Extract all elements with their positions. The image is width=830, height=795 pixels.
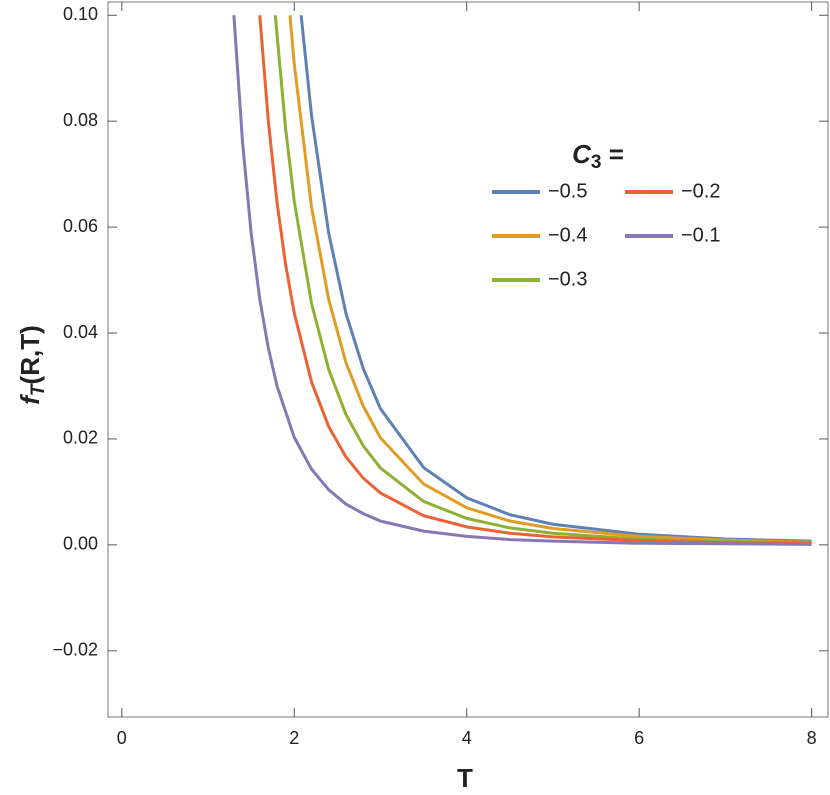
series-line: [232, 15, 812, 546]
y-tick-label: 0.06: [63, 216, 98, 236]
y-label-part: (R,T): [15, 325, 45, 384]
x-tick-label: 8: [807, 728, 817, 748]
plot-frame: [107, 1, 829, 718]
y-label-part: f: [15, 394, 45, 405]
x-tick-label: 6: [634, 728, 644, 748]
legend-title-part: C: [572, 139, 592, 169]
y-tick-label: 0.10: [63, 4, 98, 24]
y-tick-label: −0.02: [52, 640, 98, 660]
y-tick-label: 0.02: [63, 428, 98, 448]
legend-title: C3 =: [572, 139, 624, 173]
y-label-part: T: [28, 383, 49, 396]
legend-title-part: 3: [591, 152, 602, 173]
series-line: [299, 15, 812, 543]
y-axis-label: fT(R,T): [15, 325, 49, 404]
x-axis-label: T: [457, 763, 473, 793]
series-line: [258, 15, 812, 545]
y-tick-label: 0.00: [63, 534, 98, 554]
series-line: [273, 15, 812, 545]
legend-label: −0.3: [548, 268, 587, 290]
legend-label: −0.1: [681, 224, 720, 246]
x-tick-label: 2: [289, 728, 299, 748]
x-tick-label: 0: [117, 728, 127, 748]
legend-label: −0.4: [548, 224, 587, 246]
legend-label: −0.2: [681, 180, 720, 202]
series-line: [288, 15, 812, 544]
x-tick-label: 4: [462, 728, 472, 748]
legend-label: −0.5: [548, 180, 587, 202]
y-tick-label: 0.04: [63, 322, 98, 342]
y-tick-label: 0.08: [63, 110, 98, 130]
legend-title-part: =: [601, 139, 623, 169]
